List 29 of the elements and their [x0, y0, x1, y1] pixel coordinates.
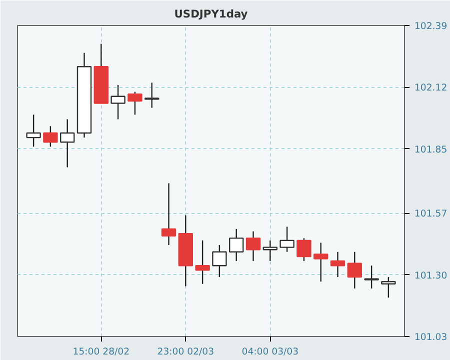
y-tick-label: 101.57	[414, 208, 448, 220]
y-tick-label: 101.03	[414, 332, 448, 343]
candlestick	[296, 238, 312, 262]
candlestick	[161, 182, 176, 246]
x-tick-label: 15:00 28/02	[72, 346, 130, 358]
candlestick	[246, 230, 261, 262]
candlestick	[128, 91, 142, 116]
x-tick-label: 23:00 02/03	[157, 346, 214, 358]
y-tick-label: 101.30	[414, 270, 448, 282]
y-tick-label: 102.12	[414, 82, 448, 94]
candlestick	[195, 240, 210, 285]
candlestick	[26, 114, 41, 148]
candlestick	[364, 265, 379, 290]
candlestick	[381, 276, 396, 298]
candlestick	[110, 84, 126, 120]
x-tick-label: 04:00 03/03	[242, 346, 299, 358]
candlestick	[212, 244, 227, 278]
candlestick	[330, 251, 346, 278]
candlestick	[60, 118, 75, 168]
candlestick	[347, 251, 362, 290]
candlestick	[262, 240, 278, 262]
y-tick-label: 101.85	[414, 144, 448, 156]
candlestick	[43, 126, 58, 148]
candlestick	[228, 228, 244, 262]
candlestick	[313, 242, 328, 282]
y-tick-label: 102.39	[414, 21, 448, 32]
candlestick	[280, 226, 294, 252]
candlestick	[144, 82, 160, 108]
chart-title: USDJPY1day	[174, 8, 248, 20]
